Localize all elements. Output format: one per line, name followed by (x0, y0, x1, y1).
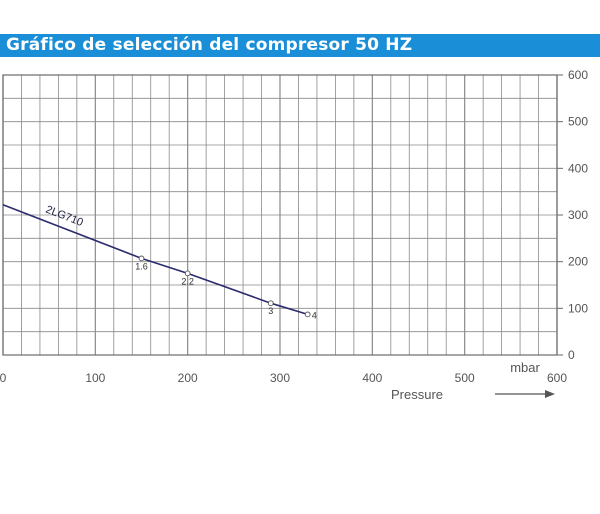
data-point (184, 270, 191, 277)
x-unit-label: mbar (510, 360, 540, 375)
y-tick-label: 300 (568, 208, 588, 222)
x-tick-label: 500 (455, 371, 475, 385)
x-tick-label: 600 (547, 371, 567, 385)
x-tick-label: 400 (362, 371, 382, 385)
data-point-label: 2.2 (181, 276, 194, 286)
y-tick-label: 600 (568, 68, 588, 82)
y-tick-label: 100 (568, 301, 588, 315)
y-tick-label: 0 (568, 348, 575, 362)
data-point (138, 255, 145, 262)
series-label: 2LG710 (44, 204, 85, 229)
y-tick-label: 400 (568, 161, 588, 175)
x-tick-label: 100 (85, 371, 105, 385)
title-banner: Gráfico de selección del compresor 50 HZ (0, 34, 600, 57)
y-tick-label: 500 (568, 115, 588, 129)
y-tick-label: 200 (568, 255, 588, 269)
data-point (304, 311, 311, 318)
x-tick-label: 0 (0, 371, 7, 385)
direction-arrow-head (545, 390, 555, 398)
data-point-label: 3 (268, 306, 273, 316)
data-point (267, 300, 274, 307)
x-tick-label: 300 (270, 371, 290, 385)
series-line (2, 203, 308, 316)
data-point-label: 4 (312, 310, 317, 320)
chart-title: Gráfico de selección del compresor 50 HZ (6, 35, 413, 55)
x-tick-label: 200 (178, 371, 198, 385)
x-axis-title: Pressure (391, 387, 443, 402)
data-point-label: 1.6 (135, 261, 148, 271)
